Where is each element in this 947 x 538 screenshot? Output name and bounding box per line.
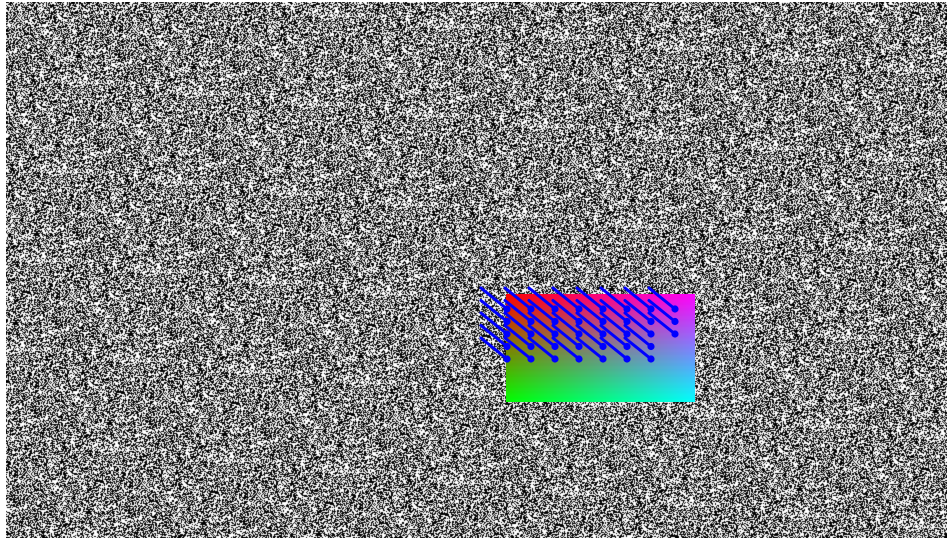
random-noise-background: [6, 2, 947, 538]
color-gradient-patch: [506, 294, 695, 402]
gradient-bottom-layer: [506, 294, 695, 402]
